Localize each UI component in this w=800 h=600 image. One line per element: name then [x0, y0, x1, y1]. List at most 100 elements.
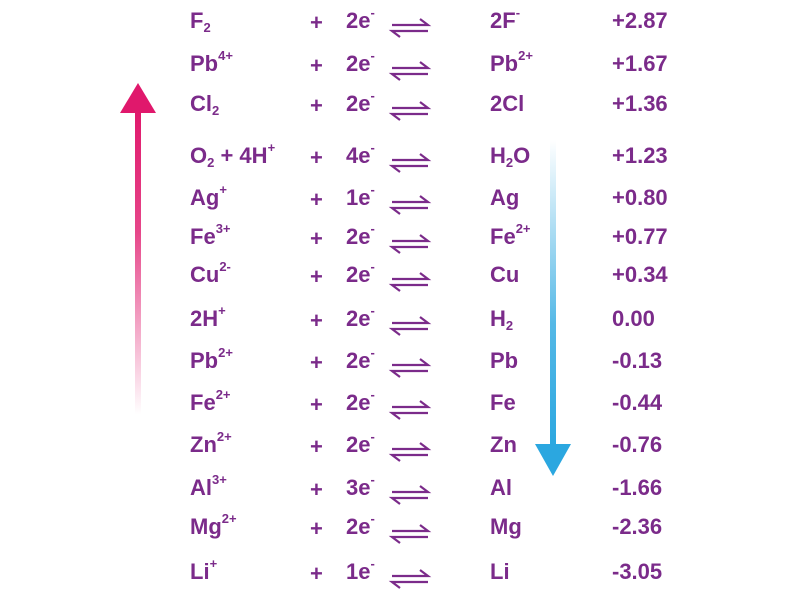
oxidant: Cl2 — [190, 91, 219, 119]
equilibrium-arrow — [388, 569, 432, 589]
formula-text: Fe — [190, 390, 216, 415]
oxidizing-strength-arrow-head — [120, 83, 156, 113]
formula-text: H — [490, 306, 506, 331]
superscript: 3+ — [216, 221, 231, 236]
formula-text: H — [490, 143, 506, 168]
superscript: - — [516, 5, 520, 20]
formula-text: 2e — [346, 432, 370, 457]
superscript: 4+ — [218, 48, 233, 63]
equilibrium-arrow — [388, 61, 432, 81]
electrons: 1e- — [346, 556, 375, 583]
reductant: Al — [490, 475, 512, 500]
reverse-half-arrow — [388, 206, 428, 215]
plus-sign: + — [310, 53, 323, 78]
oxidant: Pb4+ — [190, 48, 233, 75]
plus-sign: + — [310, 145, 323, 170]
reductant: Li — [490, 559, 510, 584]
formula-text: Li — [190, 559, 210, 584]
oxidant: Li+ — [190, 556, 218, 583]
reverse-half-arrow — [388, 327, 428, 336]
electrons: 2e- — [346, 221, 375, 248]
oxidant: 2H+ — [190, 303, 226, 330]
formula-text: 1e — [346, 185, 370, 210]
forward-half-arrow — [392, 316, 432, 325]
oxidant: Pb2+ — [190, 345, 233, 372]
plus-sign: + — [310, 516, 323, 541]
reverse-half-arrow — [388, 164, 428, 173]
formula-text: 2H — [190, 306, 218, 331]
forward-half-arrow — [392, 524, 432, 533]
superscript: - — [370, 5, 374, 20]
potential: +0.77 — [612, 224, 668, 249]
plus-sign: + — [310, 10, 323, 35]
oxidant: F2 — [190, 8, 211, 36]
reductant: Fe2+ — [490, 221, 531, 248]
forward-half-arrow — [392, 400, 432, 409]
superscript: 2+ — [218, 345, 233, 360]
formula-text: Al — [490, 475, 512, 500]
potential: 0.00 — [612, 306, 655, 331]
oxidizing-strength-arrow-shaft — [135, 110, 141, 415]
forward-half-arrow — [392, 442, 432, 451]
reductant: Pb2+ — [490, 48, 533, 75]
formula-text: 2F — [490, 8, 516, 33]
superscript: - — [370, 472, 374, 487]
formula-text: Fe — [190, 224, 216, 249]
oxidant: Fe2+ — [190, 387, 231, 414]
reverse-half-arrow — [388, 283, 428, 292]
equilibrium-arrow — [388, 442, 432, 462]
plus-sign: + — [310, 226, 323, 251]
electrons: 2e- — [346, 88, 375, 115]
potential: +2.87 — [612, 8, 668, 33]
reverse-half-arrow — [388, 411, 428, 420]
superscript: - — [370, 345, 374, 360]
electrons: 1e- — [346, 182, 375, 209]
potential: +0.34 — [612, 262, 668, 287]
formula-text: Fe — [490, 390, 516, 415]
subscript: 2 — [506, 318, 513, 333]
superscript: - — [370, 259, 374, 274]
formula-text: 2e — [346, 348, 370, 373]
reductant: 2F- — [490, 5, 520, 32]
reductant: 2Cl — [490, 91, 524, 116]
electrons: 2e- — [346, 345, 375, 372]
formula-text: Mg — [190, 514, 222, 539]
equilibrium-arrow — [388, 234, 432, 254]
formula-text: 4e — [346, 143, 370, 168]
forward-half-arrow — [392, 569, 432, 578]
superscript: + — [219, 182, 227, 197]
reductant: Zn — [490, 432, 517, 457]
oxidant: Mg2+ — [190, 511, 237, 538]
superscript: + — [218, 303, 226, 318]
formula-text: Zn — [190, 432, 217, 457]
formula-text: Li — [490, 559, 510, 584]
potential: +1.23 — [612, 143, 668, 168]
reductant: Mg — [490, 514, 522, 539]
formula-text: 3e — [346, 475, 370, 500]
formula-text: 2e — [346, 514, 370, 539]
plus-sign: + — [310, 392, 323, 417]
formula-text: 2e — [346, 390, 370, 415]
formula-text: 2e — [346, 306, 370, 331]
oxidant: O2 + 4H+ — [190, 140, 276, 170]
reductant: Fe — [490, 390, 516, 415]
forward-half-arrow — [392, 61, 432, 70]
superscript: 3+ — [212, 472, 227, 487]
equilibrium-arrow — [388, 195, 432, 215]
formula-text: Ag — [190, 185, 219, 210]
reverse-half-arrow — [388, 580, 428, 589]
formula-text: O — [190, 143, 207, 168]
formula-text: Ag — [490, 185, 519, 210]
reductant: H2O — [490, 143, 530, 171]
electrons: 2e- — [346, 511, 375, 538]
plus-sign: + — [310, 350, 323, 375]
formula-text: Al — [190, 475, 212, 500]
reverse-half-arrow — [388, 369, 428, 378]
equilibrium-arrow — [388, 272, 432, 292]
subscript: 2 — [207, 155, 214, 170]
forward-half-arrow — [392, 18, 432, 27]
formula-text: O — [513, 143, 530, 168]
formula-text: 2e — [346, 224, 370, 249]
